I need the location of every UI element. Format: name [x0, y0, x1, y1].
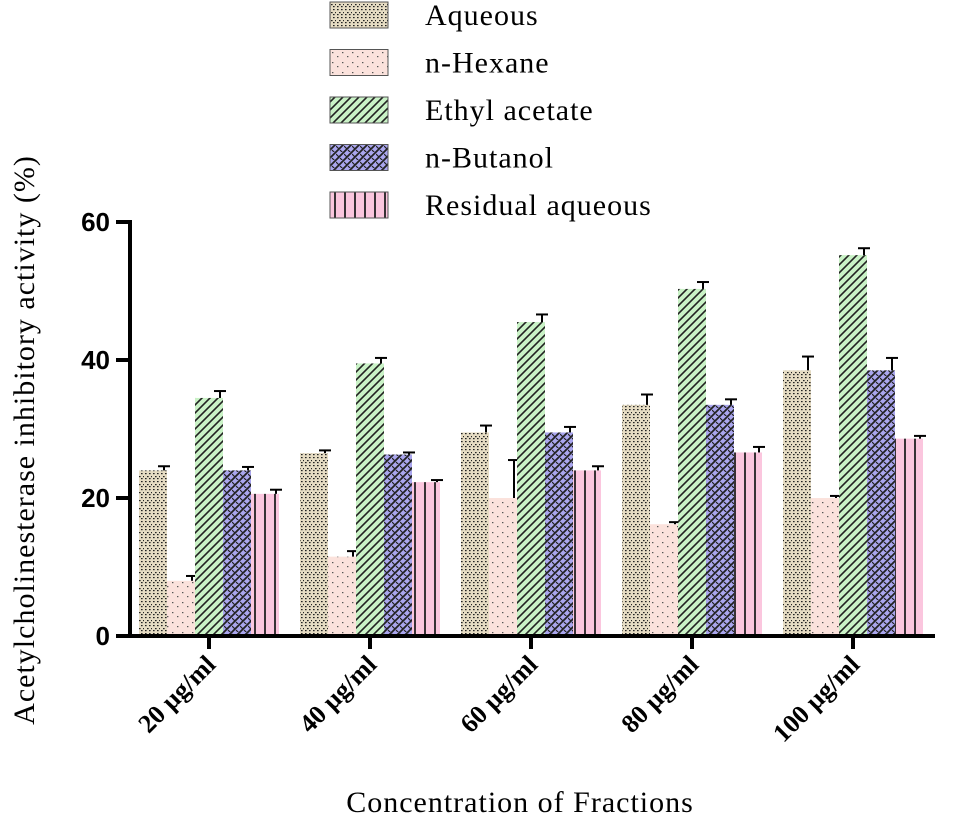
legend-label-ethyl: Ethyl acetate: [425, 94, 594, 127]
legend-label-aqueous: Aqueous: [425, 0, 539, 32]
legend-swatch-hexane: [329, 49, 389, 76]
legend-label-residual: Residual aqueous: [425, 189, 652, 222]
x-tick-label-0: 20 µg/ml: [132, 650, 221, 739]
x-tick-label-3: 80 µg/ml: [615, 650, 704, 739]
y-tick-label-0: 0: [96, 621, 110, 651]
bar-hexane-4: [811, 498, 839, 636]
x-tick-label-1: 40 µg/ml: [293, 650, 382, 739]
y-tick-label-40: 40: [81, 345, 110, 375]
legend-swatch-ethyl: [329, 96, 389, 124]
legend-label-hexane: n-Hexane: [425, 47, 550, 80]
bar-butanol-4: [867, 370, 895, 636]
legend-label-butanol: n-Butanol: [425, 142, 554, 175]
bar-hexane-3: [650, 524, 678, 636]
bar-residual-1: [412, 482, 440, 636]
bars: [139, 247, 926, 636]
y-tick-label-20: 20: [81, 483, 110, 513]
x-tick-label-2: 60 µg/ml: [454, 650, 543, 739]
bar-butanol-2: [545, 432, 573, 636]
bar-hexane-0: [167, 580, 195, 636]
bar-ethyl-3: [678, 288, 706, 636]
bar-aqueous-2: [461, 432, 489, 636]
bar-residual-2: [573, 470, 601, 636]
bar-residual-0: [251, 493, 279, 636]
axis-labels: Concentration of Fractions Acetylcholines…: [8, 155, 694, 819]
bar-butanol-0: [223, 470, 251, 636]
y-tick-label-60: 60: [81, 207, 110, 237]
legend-swatch-aqueous: [329, 1, 389, 29]
bar-aqueous-3: [622, 404, 650, 636]
bar-ethyl-1: [356, 363, 384, 636]
legend: Aqueous n-Hexane Ethyl acetate n-Butanol Res…: [329, 0, 652, 222]
bar-ethyl-0: [195, 397, 223, 636]
bar-hexane-1: [328, 556, 356, 636]
x-axis-title: Concentration of Fractions: [346, 786, 694, 819]
y-axis-title: Acetylcholinesterase inhibitory activity…: [8, 155, 41, 725]
bar-ethyl-2: [517, 322, 545, 636]
bar-residual-3: [734, 452, 762, 636]
bar-hexane-2: [489, 498, 517, 636]
bar-aqueous-1: [300, 453, 328, 636]
bar-butanol-3: [706, 404, 734, 636]
x-tick-label-4: 100 µg/ml: [767, 650, 865, 748]
bar-aqueous-4: [783, 370, 811, 636]
legend-swatch-butanol: [329, 144, 389, 171]
bar-residual-4: [895, 438, 923, 636]
legend-swatch-residual: [329, 191, 389, 219]
bar-ethyl-4: [839, 255, 867, 636]
bar-butanol-1: [384, 454, 412, 636]
bar-aqueous-0: [139, 470, 167, 636]
